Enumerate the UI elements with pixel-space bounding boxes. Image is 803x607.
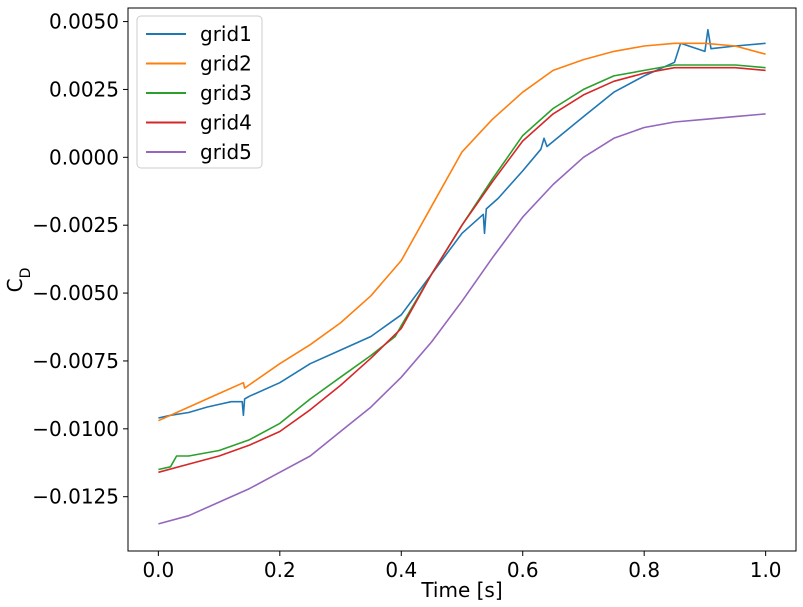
y-tick-label: −0.0050 (32, 281, 119, 305)
series-line-grid5 (158, 113, 766, 525)
series-line-grid1 (158, 28, 766, 419)
legend-label-grid1: grid1 (200, 22, 252, 46)
y-axis-label: CD (3, 268, 34, 293)
legend-label-grid5: grid5 (200, 140, 252, 164)
y-tick-label: 0.0000 (49, 145, 119, 169)
legend-label-grid4: grid4 (200, 111, 252, 135)
x-tick-label: 0.0 (142, 558, 174, 582)
x-axis: 0.0 0.2 0.4 0.6 0.8 1.0 (142, 551, 782, 582)
x-tick-label: 0.4 (385, 558, 417, 582)
x-tick-label: 1.0 (750, 558, 782, 582)
y-axis: −0.0125 −0.0100 −0.0075 −0.0050 −0.0025 0.000… (32, 10, 128, 509)
y-tick-label: 0.0025 (49, 77, 119, 101)
x-tick-label: 0.8 (628, 558, 660, 582)
legend-label-grid2: grid2 (200, 52, 252, 76)
x-axis-label: Time [s] (420, 578, 502, 602)
y-tick-label: 0.0050 (49, 10, 119, 34)
y-tick-label: −0.0100 (32, 417, 119, 441)
x-tick-label: 0.2 (264, 558, 296, 582)
legend: grid1 grid2 grid3 grid4 grid5 (136, 15, 263, 169)
y-tick-label: −0.0125 (32, 485, 119, 509)
y-tick-label: −0.0025 (32, 213, 119, 237)
series-line-grid2 (158, 42, 766, 422)
x-tick-label: 0.6 (507, 558, 539, 582)
legend-box (136, 15, 263, 169)
y-tick-label: −0.0075 (32, 349, 119, 373)
series-layer (158, 28, 766, 525)
legend-label-grid3: grid3 (200, 81, 252, 105)
series-line-grid4 (158, 66, 766, 474)
